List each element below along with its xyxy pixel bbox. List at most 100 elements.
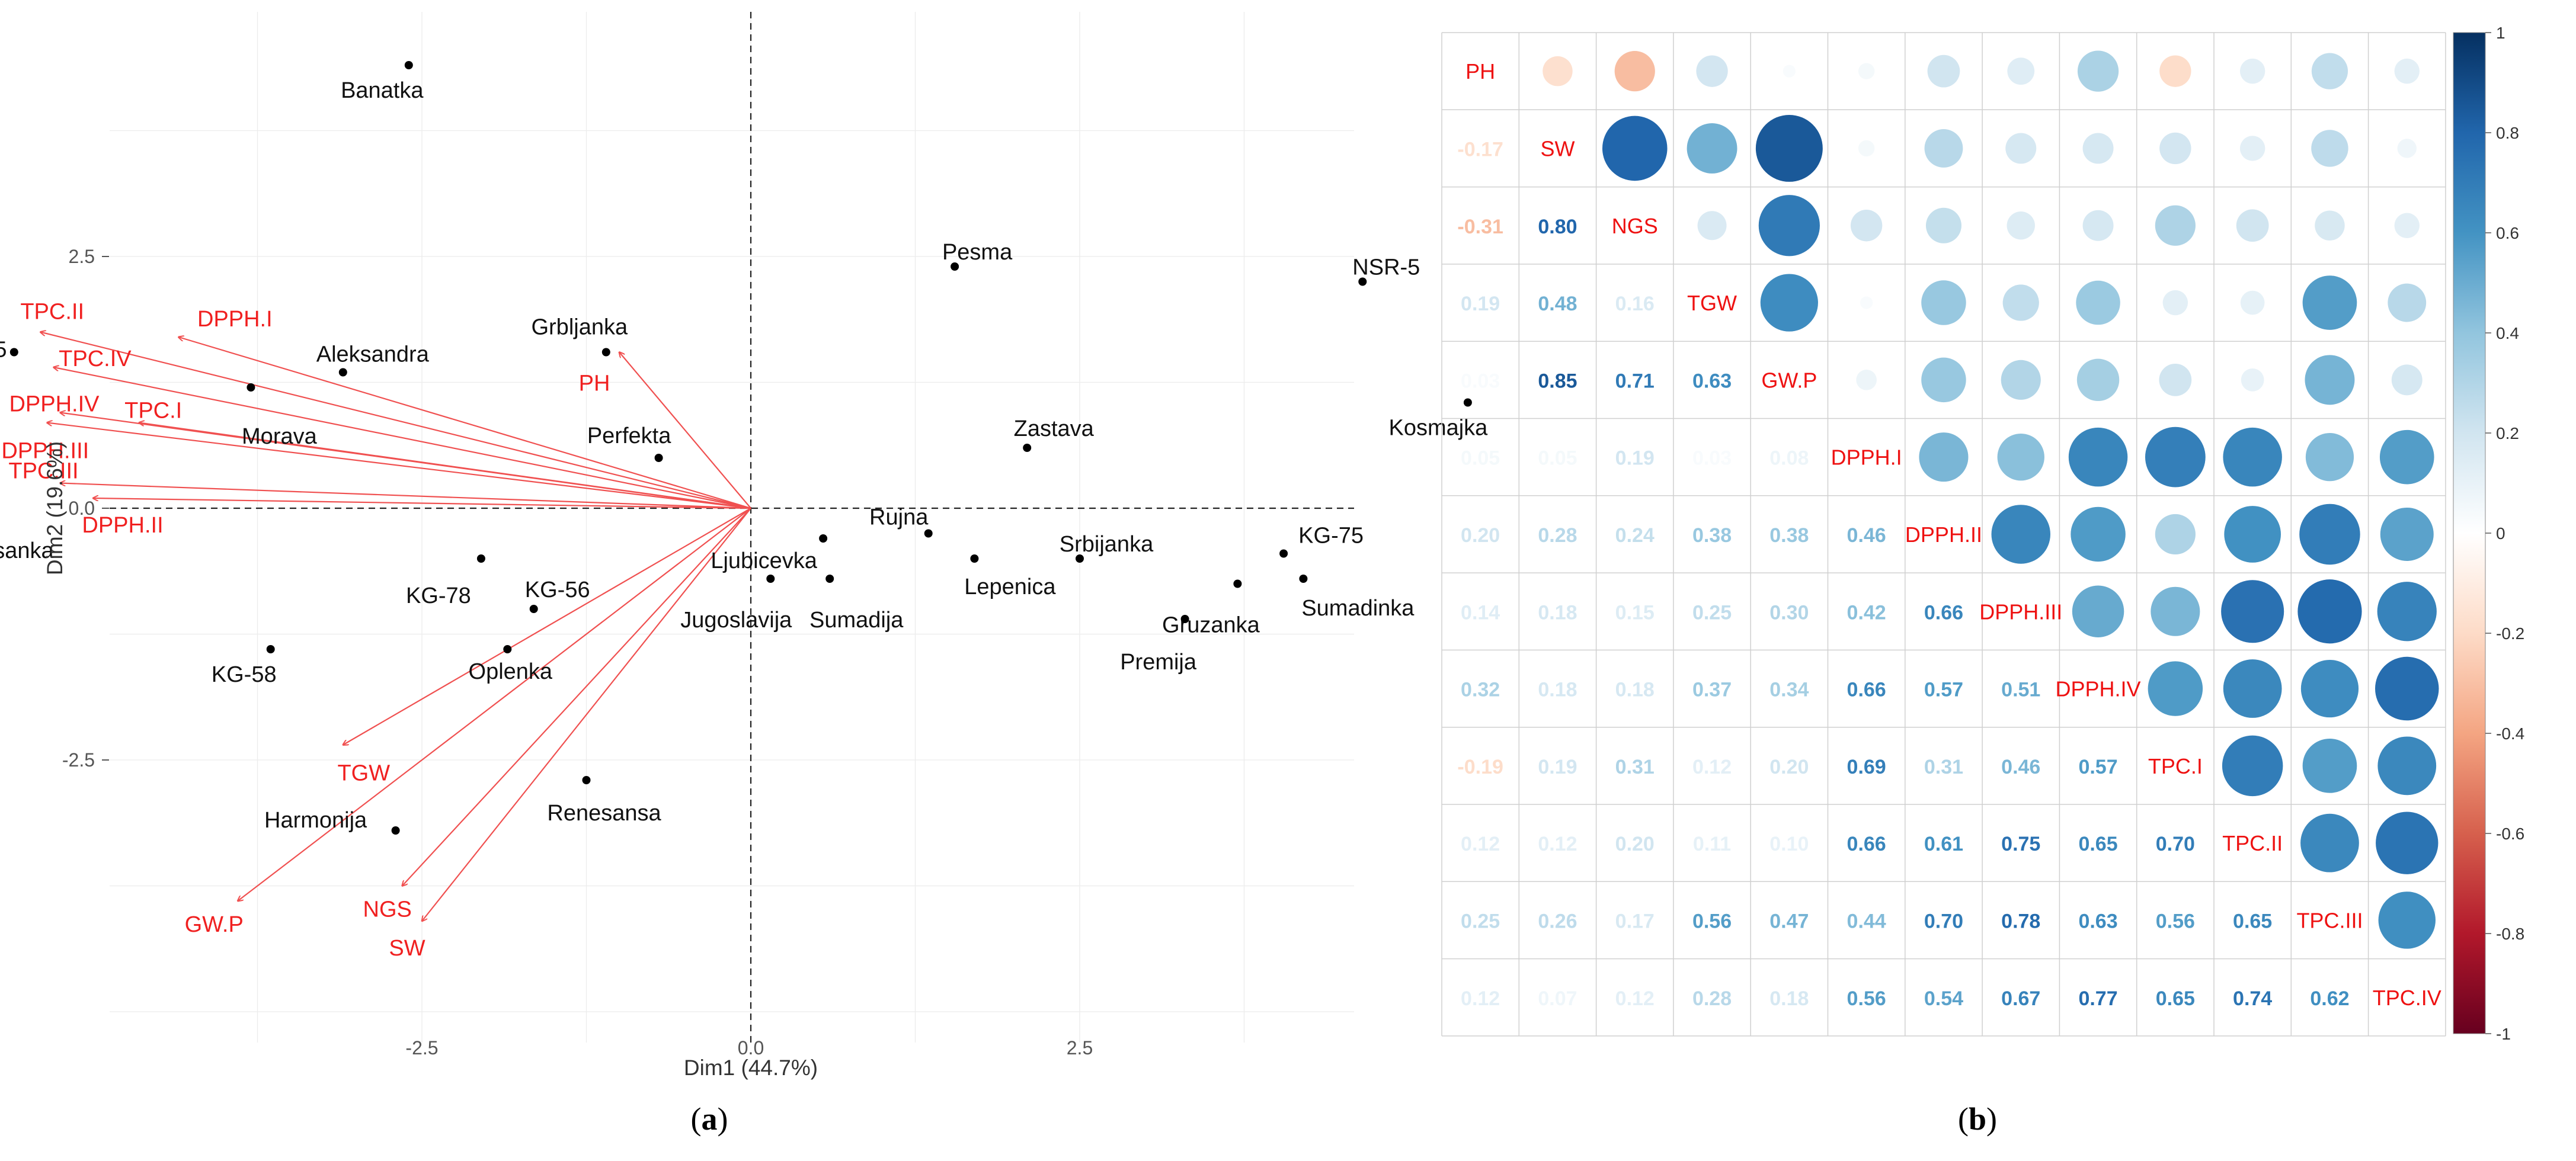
corr-value: 0.24 xyxy=(1615,524,1655,547)
point-lepenica xyxy=(970,554,979,563)
vector-label: DPPH.I xyxy=(197,307,273,332)
corr-circle xyxy=(1850,210,1883,242)
corr-value: 0.70 xyxy=(1924,910,1963,932)
corr-value: 0.37 xyxy=(1692,679,1732,701)
colorbar-tick-label: 0.4 xyxy=(2496,324,2519,342)
corr-value: -0.31 xyxy=(1457,216,1503,238)
corr-circle xyxy=(2072,585,2124,637)
point-label: Sumadija xyxy=(809,608,904,633)
y-axis-label: Dim2 (19.6%) xyxy=(43,441,67,575)
corr-circle xyxy=(2223,427,2282,487)
matrix-variable-label: DPPH.I xyxy=(1831,445,1902,470)
corr-circle xyxy=(2222,735,2283,797)
corr-value: 0.42 xyxy=(1847,601,1886,624)
corr-value: 0.71 xyxy=(1615,370,1655,392)
corr-value: 0.20 xyxy=(1769,756,1809,778)
corr-circle xyxy=(1858,140,1875,157)
vector-tpc-iii xyxy=(60,483,751,509)
panel-a-biplot: -2.5 0.0 2.5-2.50.02.5 TPC.II DPPH.ITPC.IVT… xyxy=(0,12,1488,1080)
corr-circle xyxy=(2377,582,2437,642)
point-label: Banatka xyxy=(341,78,424,103)
x-tick-label: 2.5 xyxy=(1067,1037,1093,1059)
corr-circle xyxy=(2007,211,2035,240)
matrix-variable-label: DPPH.IV xyxy=(2056,677,2141,701)
corr-value: 0.66 xyxy=(1847,833,1886,855)
corr-circle xyxy=(2221,580,2284,643)
corr-value: 0.57 xyxy=(2078,756,2117,778)
corr-value: 0.56 xyxy=(2156,910,2195,932)
y-tick-label: -2.5 xyxy=(62,749,95,771)
corr-value: 0.18 xyxy=(1538,679,1577,701)
x-axis-label: Dim1 (44.7%) xyxy=(684,1056,818,1080)
corr-circle xyxy=(1783,65,1796,78)
vector-label: NGS xyxy=(363,897,412,922)
vector-label: PH xyxy=(579,371,610,396)
variable-vectors: TPC.II DPPH.I TPC.IV TPC.I DPPH.IV DPPH.IIITP… xyxy=(1,300,751,961)
corr-value: 0.46 xyxy=(2001,756,2040,778)
y-tick-label: 2.5 xyxy=(69,246,95,267)
corr-circle xyxy=(1696,55,1728,87)
corr-circle xyxy=(1687,123,1737,174)
corr-value: 0.57 xyxy=(1924,679,1963,701)
corr-value: 0.05 xyxy=(1538,447,1577,470)
point-bankut-1205 xyxy=(9,348,18,357)
corr-value: 0.70 xyxy=(2156,833,2195,855)
point-aleksandra xyxy=(338,368,347,377)
corr-circle xyxy=(1860,296,1873,309)
point-zastava xyxy=(1023,444,1032,452)
point-srbijanka xyxy=(1076,554,1084,563)
corr-circle xyxy=(2305,433,2354,482)
corr-value: 0.66 xyxy=(1924,601,1963,624)
colorbar-tick-label: -0.8 xyxy=(2496,925,2524,943)
corr-value: 0.20 xyxy=(1461,524,1500,547)
caption-a: (a) xyxy=(691,1101,728,1137)
corr-value: 0.15 xyxy=(1615,601,1655,624)
corr-circle xyxy=(2388,283,2427,322)
corr-circle xyxy=(2162,290,2188,316)
corr-circle xyxy=(2311,53,2348,89)
corr-circle xyxy=(2375,656,2439,721)
vector-label: GW.P xyxy=(185,912,244,937)
corr-value: 0.54 xyxy=(1924,987,1963,1010)
point-label: Harmonija xyxy=(264,808,367,833)
corr-value: 0.63 xyxy=(2078,910,2117,932)
corr-value: 0.75 xyxy=(2001,833,2040,855)
point-kg-75 xyxy=(1279,549,1288,558)
point-label: Aleksandra xyxy=(316,342,430,367)
point-kosmajka xyxy=(1463,398,1472,407)
matrix-variable-label: TPC.III xyxy=(2296,908,2363,932)
vector-tgw xyxy=(343,508,751,745)
corr-circle xyxy=(1758,195,1820,256)
matrix-variable-label: TGW xyxy=(1687,291,1737,315)
axis-ticks: -2.5 0.0 2.5 -2.5 0.0 2.5 xyxy=(62,246,1093,1059)
point-label: Ljubicevka xyxy=(711,549,817,573)
corr-circle xyxy=(2155,514,2196,555)
point-label: Morava xyxy=(242,424,318,449)
corr-circle xyxy=(2315,210,2345,241)
corr-value: 0.19 xyxy=(1538,756,1577,778)
vector-label: TPC.I xyxy=(124,399,182,424)
corr-circle xyxy=(2082,133,2114,164)
corr-value: 0.12 xyxy=(1692,756,1732,778)
point-jugoslavija xyxy=(766,575,775,583)
corr-value: 0.03 xyxy=(1461,370,1500,392)
x-tick-label: 0.0 xyxy=(738,1037,764,1059)
vector-label: SW xyxy=(389,936,425,961)
corr-value: 0.56 xyxy=(1847,987,1886,1010)
point-label: Jugoslavija xyxy=(680,608,792,633)
colorbar-gradient xyxy=(2453,32,2486,1034)
point-kg-58 xyxy=(266,645,275,653)
corr-circle xyxy=(2376,812,2439,874)
corr-value: 0.28 xyxy=(1692,987,1732,1010)
corr-circle xyxy=(2077,50,2119,92)
corr-circle xyxy=(2002,284,2039,321)
corr-value: 0.28 xyxy=(1538,524,1577,547)
corr-circle xyxy=(2380,507,2434,561)
corr-value: 0.46 xyxy=(1847,524,1886,547)
corr-value: 0.12 xyxy=(1461,987,1500,1010)
point-morava xyxy=(247,383,255,392)
vector-label: DPPH.IV xyxy=(9,392,100,417)
corr-value: 0.65 xyxy=(2156,987,2195,1010)
point-label: Perfekta xyxy=(587,424,671,448)
